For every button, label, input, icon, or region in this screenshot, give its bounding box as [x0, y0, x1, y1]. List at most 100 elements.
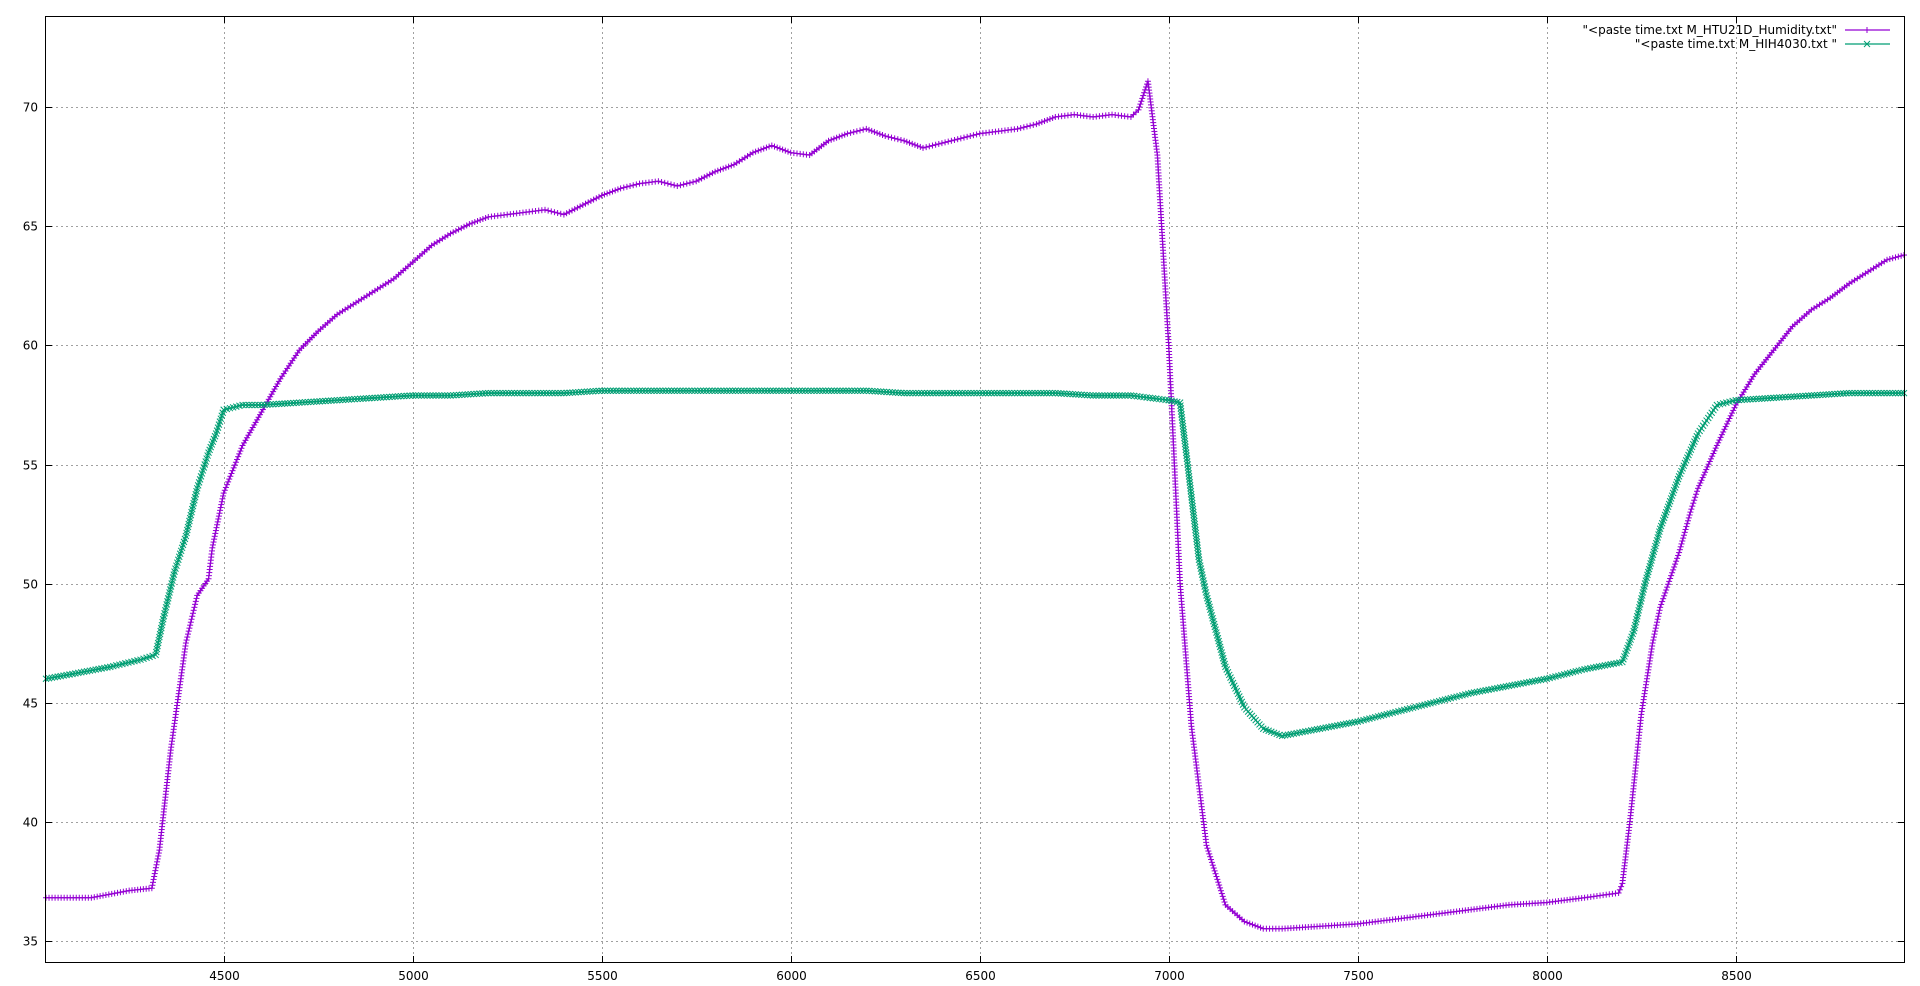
data-point [1191, 517, 1198, 525]
data-point [1732, 396, 1740, 404]
data-point [336, 396, 344, 404]
data-point [1019, 389, 1027, 397]
data-point [833, 387, 841, 395]
data-point [1207, 609, 1215, 616]
data-point [342, 396, 350, 404]
data-point [1072, 391, 1080, 398]
data-point [1104, 392, 1112, 399]
data-point [438, 392, 446, 399]
data-point [1008, 389, 1016, 397]
y-tick-label: 35 [23, 935, 38, 949]
data-point [470, 390, 478, 398]
data-point [458, 391, 466, 399]
data-point [1265, 727, 1272, 735]
data-point [1744, 396, 1751, 403]
data-point [1115, 392, 1123, 399]
data-point [1746, 395, 1754, 403]
data-point [1181, 437, 1189, 445]
data-point [1189, 508, 1197, 516]
data-point [772, 387, 780, 395]
data-point [1222, 663, 1229, 671]
data-point [1209, 614, 1216, 622]
data-point [251, 401, 259, 409]
data-point [894, 389, 902, 397]
data-point [1011, 389, 1018, 397]
data-point [944, 389, 952, 397]
data-point [266, 401, 274, 408]
data-point [351, 395, 358, 403]
data-point [659, 387, 667, 395]
data-point [810, 387, 818, 395]
data-point [339, 396, 347, 404]
data-point [688, 387, 696, 395]
data-point [1208, 612, 1216, 619]
data-point [926, 389, 934, 397]
data-point [993, 389, 1001, 397]
data-point [1043, 389, 1050, 397]
data-point [601, 387, 608, 395]
data-point [455, 391, 463, 399]
data-point [301, 398, 309, 406]
data-point [857, 387, 864, 395]
data-point [630, 387, 638, 395]
data-point [752, 387, 760, 395]
data-point [874, 388, 882, 395]
data-point [1219, 654, 1227, 662]
data-point [1206, 606, 1214, 614]
legend-entry: "<paste time.txt M_HTU21D_Humidity.txt" [1583, 23, 1890, 37]
data-point [1201, 583, 1209, 590]
data-point [330, 397, 338, 404]
data-point [1773, 394, 1780, 402]
data-point [1784, 393, 1792, 401]
data-point [1002, 389, 1010, 397]
legend-label: "<paste time.txt M_HIH4030.txt " [1635, 37, 1837, 51]
data-point [886, 388, 893, 396]
data-point [836, 387, 844, 395]
data-point [1235, 693, 1243, 700]
data-point [278, 400, 286, 408]
data-point [1198, 571, 1206, 578]
data-point [1223, 666, 1231, 673]
data-point [275, 400, 283, 408]
data-point [1121, 392, 1129, 399]
data-point [548, 389, 556, 397]
data-point [1232, 685, 1239, 692]
data-point [1098, 392, 1106, 399]
data-point [423, 392, 431, 399]
data-point [897, 389, 905, 397]
data-point [1738, 396, 1745, 404]
data-point [705, 387, 713, 395]
data-point [880, 388, 888, 396]
data-point [572, 389, 579, 396]
y-tick-label: 40 [23, 816, 38, 830]
legend: "<paste time.txt M_HTU21D_Humidity.txt""… [1583, 23, 1890, 51]
data-point [1197, 565, 1205, 573]
data-point [848, 387, 856, 395]
data-point [1869, 389, 1876, 397]
data-point [1199, 574, 1207, 581]
data-point [1787, 393, 1795, 401]
data-point [394, 393, 402, 400]
data-point [615, 387, 623, 395]
data-point [1828, 390, 1836, 398]
data-point [883, 388, 891, 396]
data-point [447, 392, 454, 399]
data-point [1034, 389, 1042, 397]
x-tick-label: 7500 [1343, 969, 1374, 983]
data-point [502, 389, 510, 397]
data-point [668, 387, 675, 395]
data-point [767, 387, 774, 395]
data-point [1218, 649, 1226, 656]
data-point [1186, 476, 1193, 483]
data-point [1159, 396, 1166, 403]
data-point [1143, 394, 1151, 401]
data-point [854, 387, 861, 395]
data-point [958, 389, 966, 397]
data-point [412, 392, 419, 399]
data-point [1735, 396, 1743, 404]
data-point [1130, 392, 1138, 400]
data-point [1137, 393, 1144, 401]
data-point [484, 389, 492, 397]
data-point [333, 396, 341, 404]
data-point [1831, 390, 1839, 398]
